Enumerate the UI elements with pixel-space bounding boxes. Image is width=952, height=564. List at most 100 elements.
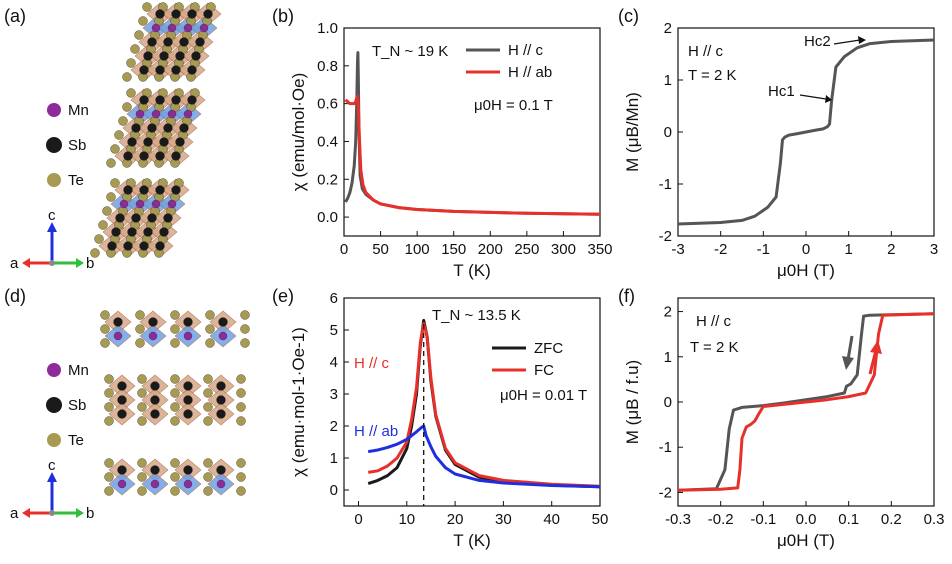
y-tick-label: 0.6 [317, 96, 338, 113]
y-tick-label: 1.0 [317, 20, 338, 37]
y-tick-label: 0 [664, 394, 672, 411]
mn-atom [183, 23, 193, 33]
sb-atom [171, 151, 181, 161]
mn-atom [117, 479, 127, 489]
te-atom [100, 324, 110, 334]
sb-atom [139, 151, 149, 161]
panel-label-a: (a) [4, 6, 26, 26]
te-atom [134, 30, 144, 40]
te-atom [135, 310, 145, 320]
annotation-c-hc2: Hc2 [804, 33, 831, 50]
annotation-c-temp: T = 2 K [688, 67, 737, 84]
te-atom [104, 374, 114, 384]
x-axis-label: T (K) [453, 261, 490, 280]
sb-atom-icon [46, 397, 62, 413]
x-tick-label: 300 [551, 241, 576, 258]
sb-atom [155, 65, 165, 75]
te-atom [203, 374, 213, 384]
x-tick-label: 30 [495, 511, 512, 528]
te-atom [104, 402, 114, 412]
te-atom [203, 472, 213, 482]
y-tick-label: 0.4 [317, 133, 338, 150]
te-atom [236, 472, 246, 482]
x-tick-label: 3 [930, 241, 938, 258]
y-axis-label: χ (emu/mol·Oe) [289, 73, 308, 192]
x-axis-label: μ0H (T) [777, 261, 835, 280]
axis-a-b: b [86, 255, 94, 272]
mn-atom [183, 479, 193, 489]
y-tick-label: -1 [659, 439, 672, 456]
sb-atom [179, 123, 189, 133]
mn-atom [151, 199, 161, 209]
sb-atom [216, 409, 226, 419]
x-tick-label: 250 [514, 241, 539, 258]
sb-atom [183, 465, 193, 475]
te-atom [236, 374, 246, 384]
arrow-up-icon [868, 340, 882, 375]
sb-atom [163, 37, 173, 47]
panel-label-d: (d) [4, 286, 26, 306]
chart-e: 0 10 20 30 40 50 0 1 2 3 4 5 6 T (K) χ (emu·mol-1·Oe-1… [289, 290, 608, 550]
sb-atom [159, 137, 169, 147]
legend-d-sb: Sb [68, 397, 86, 414]
te-atom [240, 310, 250, 320]
x-tick-label: 100 [405, 241, 430, 258]
te-atom [170, 458, 180, 468]
te-atom [205, 338, 215, 348]
annotation-b-tn: T_N ~ 19 K [372, 43, 448, 60]
mn-atom-icon [47, 363, 61, 377]
legend-e: ZFC FC [492, 340, 563, 379]
sb-atom [195, 37, 205, 47]
te-atom [236, 416, 246, 426]
y-tick-label: 0 [330, 482, 338, 499]
crystal-structure-d [100, 310, 250, 496]
te-atom-icon [47, 173, 61, 187]
x-tick-label: 0.3 [924, 511, 945, 528]
x-tick-label: 40 [543, 511, 560, 528]
mn-atom [183, 331, 193, 341]
sb-atom [216, 465, 226, 475]
te-atom [170, 310, 180, 320]
te-atom [203, 458, 213, 468]
axis-d-c: c [48, 457, 56, 474]
y-tick-label: 3 [330, 386, 338, 403]
te-atom [106, 158, 116, 168]
sb-atom [139, 185, 149, 195]
te-atom [110, 144, 120, 154]
y-tick-label: -2 [659, 484, 672, 501]
te-atom [240, 338, 250, 348]
sb-atom [155, 9, 165, 19]
mn-atom [167, 199, 177, 209]
y-axis-label: χ (emu·mol-1·Oe-1) [289, 327, 308, 477]
te-atom [104, 458, 114, 468]
sb-atom [155, 241, 165, 251]
sb-atom [150, 395, 160, 405]
sb-atom [216, 381, 226, 391]
y-tick-label: -1 [659, 176, 672, 193]
x-tick-label: -0.2 [708, 511, 734, 528]
te-atom [170, 388, 180, 398]
sb-atom [163, 213, 173, 223]
mn-atom [216, 479, 226, 489]
x-tick-label: 1 [844, 241, 852, 258]
te-atom [203, 402, 213, 412]
sb-atom [159, 227, 169, 237]
te-atom [240, 324, 250, 334]
sb-atom [117, 409, 127, 419]
x-tick-label: 150 [441, 241, 466, 258]
te-atom [94, 234, 104, 244]
x-tick-label: 20 [447, 511, 464, 528]
te-atom [137, 416, 147, 426]
x-tick-label: 200 [478, 241, 503, 258]
te-atom [106, 192, 116, 202]
x-tick-label: 10 [398, 511, 415, 528]
annotation-e-field: μ0H = 0.01 T [500, 387, 587, 404]
panel-label-e: (e) [272, 286, 294, 306]
x-tick-label: 2 [887, 241, 895, 258]
annotation-e-hc: H // c [354, 355, 390, 372]
sb-atom [155, 95, 165, 105]
annotation-c-dir: H // c [688, 43, 724, 60]
y-tick-label: 6 [330, 290, 338, 307]
